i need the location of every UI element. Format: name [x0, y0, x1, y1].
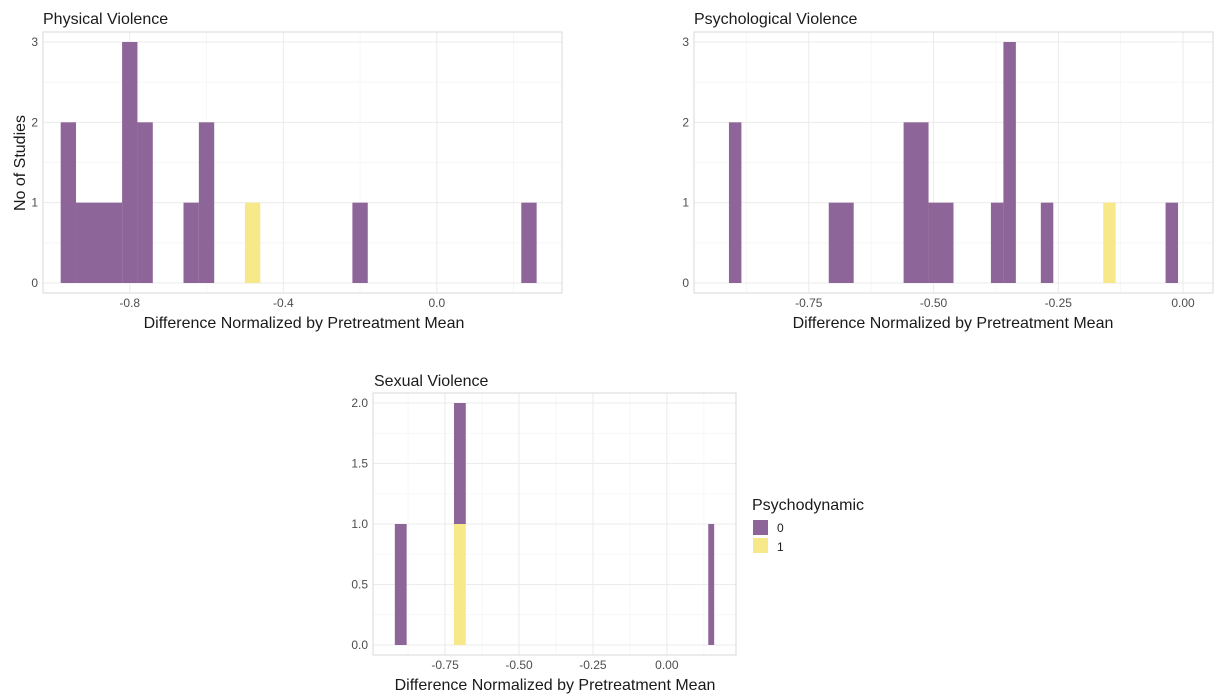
panel-border — [372, 392, 737, 656]
histogram-bar-group-1 — [453, 524, 466, 645]
grid — [373, 393, 736, 655]
legend-label-0: 0 — [777, 521, 784, 535]
y-axis-label: No of Studies — [12, 115, 29, 211]
x-tick-label: -0.75 — [431, 658, 459, 672]
histogram-bar-group-0 — [521, 202, 537, 283]
y-tick-label: 2.0 — [351, 396, 368, 410]
histogram-bar-group-0 — [394, 524, 407, 645]
y-tick-label: 0.5 — [351, 578, 368, 592]
y-tick-label: 0.0 — [351, 638, 368, 652]
histogram-bar-group-0 — [1040, 202, 1054, 283]
histogram-bar-group-0 — [352, 202, 368, 283]
histogram-bar-group-0 — [122, 42, 138, 283]
sexual-violence-panel: Sexual Violence Difference Normalized by… — [351, 373, 737, 694]
bars — [60, 42, 537, 283]
y-tick-label: 0 — [682, 276, 689, 290]
histogram-bar-group-0 — [990, 202, 1004, 283]
histogram-bar-group-0 — [76, 202, 123, 283]
panel-border — [42, 31, 563, 294]
x-tick-label: -0.75 — [795, 296, 823, 310]
y-tick-label: 3 — [31, 35, 38, 49]
histogram-bar-group-0 — [453, 403, 466, 524]
x-tick-label: 0.0 — [429, 296, 446, 310]
x-axis-label: Difference Normalized by Pretreatment Me… — [144, 315, 465, 332]
x-tick-label: 0.00 — [1171, 296, 1195, 310]
x-tick-label: -0.8 — [119, 296, 140, 310]
histogram-bar-group-1 — [1103, 202, 1116, 283]
x-tick-label: -0.25 — [579, 658, 607, 672]
x-tick-label: 0.00 — [655, 658, 679, 672]
legend: Psychodynamic 0 1 — [752, 497, 864, 554]
x-tick-label: -0.50 — [505, 658, 533, 672]
panel-title: Physical Violence — [43, 11, 168, 28]
panel-border — [693, 31, 1214, 294]
panel-title: Psychological Violence — [694, 11, 857, 28]
psychological-violence-panel: Psychological Violence Difference Normal… — [682, 11, 1214, 332]
histogram-bar-group-0 — [828, 202, 854, 283]
histogram-bar-group-0 — [60, 122, 77, 283]
bars — [394, 403, 715, 645]
x-tick-label: -0.50 — [920, 296, 948, 310]
legend-swatch-0 — [753, 520, 768, 535]
histogram-bar-group-0 — [1003, 42, 1016, 283]
histogram-bar-group-1 — [244, 202, 261, 283]
x-axis-label: Difference Normalized by Pretreatment Me… — [793, 315, 1114, 332]
bars — [728, 42, 1179, 283]
histogram-bar-group-0 — [198, 122, 215, 283]
y-tick-label: 2 — [31, 115, 38, 129]
panel-title: Sexual Violence — [374, 373, 489, 390]
histogram-bar-group-0 — [728, 122, 742, 283]
x-tick-label: -0.25 — [1045, 296, 1073, 310]
legend-label-1: 1 — [777, 540, 784, 554]
histogram-bar-group-0 — [1165, 202, 1179, 283]
physical-violence-panel: Physical Violence Difference Normalized … — [12, 11, 563, 332]
legend-swatch-1 — [753, 538, 768, 553]
histogram-bar-group-0 — [708, 524, 715, 645]
y-tick-label: 3 — [682, 35, 689, 49]
x-axis-label: Difference Normalized by Pretreatment Me… — [395, 677, 716, 694]
histogram-bar-group-0 — [137, 122, 153, 283]
x-tick-label: -0.4 — [273, 296, 294, 310]
legend-title: Psychodynamic — [752, 497, 864, 514]
histogram-bar-group-0 — [183, 202, 199, 283]
y-tick-label: 1 — [682, 196, 689, 210]
y-tick-label: 0 — [31, 276, 38, 290]
y-tick-label: 1.5 — [351, 457, 368, 471]
histogram-bar-group-0 — [928, 202, 954, 283]
y-tick-label: 1.0 — [351, 517, 368, 531]
histogram-bar-group-0 — [903, 122, 929, 283]
y-tick-label: 1 — [31, 196, 38, 210]
y-tick-label: 2 — [682, 115, 689, 129]
